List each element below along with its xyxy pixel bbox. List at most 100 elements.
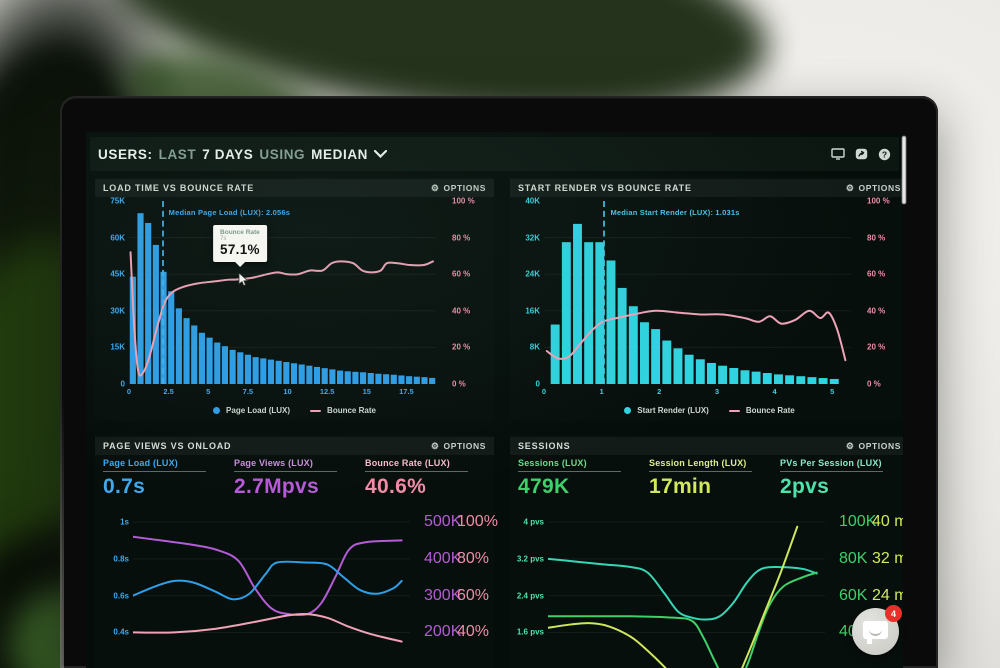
- axis-tick-label: 24 min: [872, 586, 903, 604]
- legend-dot-icon: [213, 407, 221, 414]
- title-range: 7 DAYS: [202, 146, 254, 162]
- axis-tick-label: 80 %: [867, 233, 886, 243]
- title-metric: MEDIAN: [311, 146, 369, 162]
- axis-tick-label: 3: [714, 387, 720, 396]
- header-toolbar: ?: [831, 148, 891, 161]
- axis-tick-label: 45K: [110, 269, 125, 279]
- legend-line-icon: [728, 409, 740, 412]
- histogram-plot: Median Start Render (LUX): 1.031s 0 1 2 3 4 5: [542, 201, 861, 398]
- median-marker-line: [161, 201, 164, 384]
- axis-tick-label: 12.5: [319, 387, 335, 396]
- load-time-chart: [129, 213, 436, 384]
- metric-label: Sessions (LUX): [518, 458, 621, 472]
- axis-tick-label: 16K: [525, 306, 540, 316]
- axis-tick-label: 200K: [424, 623, 462, 641]
- panel-load-time-vs-bounce-rate: LOAD TIME VS BOUNCE RATE ⚙ OPTIONS 75K 60K…: [95, 177, 494, 421]
- legend-label[interactable]: Bounce Rate: [327, 406, 376, 415]
- panel-header: PAGE VIEWS VS ONLOAD ⚙ OPTIONS: [95, 437, 494, 455]
- axis-tick-label: 8K: [529, 342, 540, 352]
- metric-row: Page Load (LUX) 0.7s Page Views (LUX) 2.…: [103, 458, 486, 507]
- line-plot: [548, 511, 835, 668]
- metric-pvs-per-session[interactable]: PVs Per Session (LUX) 2pvs: [780, 458, 901, 507]
- notification-badge: 4: [885, 605, 902, 622]
- options-button[interactable]: ⚙ OPTIONS: [431, 441, 486, 451]
- metric-row: Sessions (LUX) 479K Session Length (LUX)…: [518, 458, 901, 507]
- sessions-chart: [548, 521, 825, 668]
- chart-legend: Page Load (LUX) Bounce Rate: [103, 406, 486, 415]
- axis-tick-label: 100 %: [867, 196, 890, 206]
- axis-tick-label: 15: [362, 387, 371, 396]
- right-axis-ticks: 100 % 80 % 60 % 40 % 20 % 0 %: [861, 197, 901, 389]
- legend-label[interactable]: Page Load (LUX): [226, 406, 291, 415]
- metric-label: Session Length (LUX): [649, 458, 752, 472]
- chart-area: 40K 32K 24K 16K 8K 0 Median Start Render (LUX…: [518, 197, 901, 398]
- monitor-icon[interactable]: [831, 148, 845, 160]
- axis-tick-label: 1: [599, 387, 604, 396]
- axis-tick-label: 15K: [110, 342, 125, 352]
- chart-area: 1s 0.8s 0.6s 0.4s 500K 400K 300K 200K 100% 80% 6…: [103, 511, 498, 668]
- legend-label[interactable]: Start Render (LUX): [637, 406, 709, 415]
- axis-tick-label: 7.5: [242, 387, 254, 396]
- axis-tick-label: 60 %: [452, 269, 471, 279]
- metric-session-length[interactable]: Session Length (LUX) 17min: [649, 458, 770, 507]
- median-annotation: Median Page Load (LUX): 2.056s: [168, 208, 291, 217]
- axis-tick-label: 10: [283, 387, 292, 396]
- panel-start-render-vs-bounce-rate: START RENDER VS BOUNCE RATE ⚙ OPTIONS 40K…: [510, 177, 903, 421]
- median-annotation: Median Start Render (LUX): 1.031s: [610, 208, 740, 217]
- right-axis-ticks-k: 500K 400K 300K 200K: [420, 511, 461, 668]
- axis-tick-label: 0 %: [867, 379, 881, 389]
- axis-tick-label: 80K: [839, 549, 868, 567]
- options-button[interactable]: ⚙ OPTIONS: [846, 441, 901, 451]
- metric-page-views[interactable]: Page Views (LUX) 2.7Mpvs: [234, 458, 355, 507]
- metric-bounce-rate[interactable]: Bounce Rate (LUX) 40.6%: [365, 458, 486, 507]
- axis-tick-label: 80%: [457, 549, 490, 567]
- gear-icon: ⚙: [845, 182, 855, 193]
- axis-tick-label: 0.8s: [113, 554, 129, 564]
- svg-text:?: ?: [882, 149, 887, 159]
- line-plot: [133, 511, 420, 668]
- axis-tick-label: 5: [830, 387, 835, 396]
- axis-tick-label: 32K: [525, 233, 540, 243]
- axis-tick-label: 100 %: [452, 196, 475, 206]
- axis-tick-label: 20 %: [867, 342, 886, 352]
- axis-tick-label: 60%: [457, 586, 490, 604]
- help-icon[interactable]: ?: [878, 148, 891, 161]
- laptop: USERS: LAST 7 DAYS USING MEDIAN ?: [60, 96, 938, 668]
- metric-sessions[interactable]: Sessions (LUX) 479K: [518, 458, 639, 507]
- metric-page-load[interactable]: Page Load (LUX) 0.7s: [103, 458, 224, 507]
- share-icon[interactable]: [855, 148, 868, 160]
- median-marker-line: [603, 201, 606, 384]
- axis-tick-label: 20 %: [452, 342, 471, 352]
- metric-value: 17min: [649, 475, 712, 498]
- left-axis-ticks: 40K 32K 24K 16K 8K 0: [518, 197, 544, 389]
- axis-tick-label: 30K: [110, 306, 125, 316]
- axis-tick-label: 1s: [120, 517, 129, 527]
- left-axis-ticks: 1s 0.8s 0.6s 0.4s: [103, 511, 133, 668]
- metric-label: Page Load (LUX): [103, 458, 206, 472]
- chat-widget[interactable]: 4: [852, 605, 902, 655]
- x-axis-ticks: 0 2.5 5 7.5 10 12.5 15 17.5: [127, 384, 446, 398]
- metric-label: Bounce Rate (LUX): [365, 458, 468, 472]
- legend-label[interactable]: Bounce Rate: [745, 406, 795, 415]
- legend-line-icon: [310, 409, 322, 412]
- metric-label: PVs Per Session (LUX): [780, 458, 883, 472]
- options-button[interactable]: ⚙ OPTIONS: [846, 183, 901, 193]
- options-label: OPTIONS: [443, 441, 486, 451]
- chart-tooltip: Bounce Rate 7s 57.1%: [213, 225, 267, 262]
- axis-tick-label: 40%: [457, 623, 490, 641]
- axis-tick-label: 400K: [424, 549, 462, 567]
- axis-tick-label: 40 %: [452, 306, 471, 316]
- metric-value: 479K: [518, 475, 570, 498]
- mouse-cursor-icon: [238, 273, 249, 287]
- options-button[interactable]: ⚙ OPTIONS: [431, 183, 486, 193]
- gear-icon: ⚙: [430, 440, 440, 451]
- panel-sessions: SESSIONS ⚙ OPTIONS Sessions (LUX) 479K Se…: [510, 435, 903, 668]
- axis-tick-label: 100%: [457, 513, 498, 531]
- page-title-dropdown[interactable]: USERS: LAST 7 DAYS USING MEDIAN: [98, 146, 388, 162]
- axis-tick-label: 0: [535, 379, 540, 389]
- right-axis-ticks: 100 % 80 % 60 % 40 % 20 % 0 %: [446, 197, 486, 389]
- options-label: OPTIONS: [858, 441, 901, 451]
- left-axis-ticks: 75K 60K 45K 30K 15K 0: [103, 197, 129, 389]
